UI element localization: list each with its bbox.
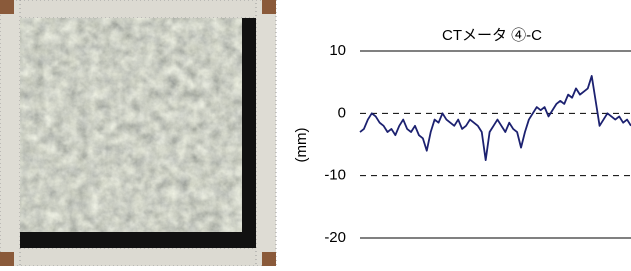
y-tick-label: 0 [338,104,346,121]
ruler-bottom [0,248,276,266]
y-tick-label: -10 [324,167,346,184]
corner [0,0,14,14]
y-tick-label: -20 [324,229,346,246]
ruler-top [0,0,276,18]
specimen-surface [20,18,242,232]
y-axis-label: (mm) [293,128,310,163]
y-tick-label: 10 [329,42,346,59]
corner [262,252,276,266]
ruler-right [256,0,276,266]
corner [0,252,14,266]
photo [0,0,276,266]
chart-title: CTメータ ④-C [442,27,542,44]
corner [262,0,276,14]
page: CTメータ ④-C (mm) -20 -10 0 10 [0,0,631,266]
ruler-left [0,0,20,266]
data-line [360,76,631,160]
